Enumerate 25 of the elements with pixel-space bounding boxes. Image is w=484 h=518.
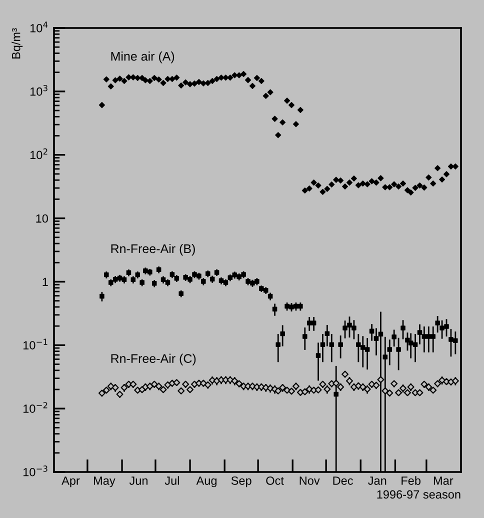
y-tick-label: 10$^{2}$ — [30, 148, 48, 160]
y-axis-title: Bq/m³ — [12, 28, 23, 59]
series-label: Rn-Free-Air (C) — [111, 354, 196, 366]
x-tick-label: Jan — [368, 476, 386, 485]
series-label: Rn-Free-Air (B) — [111, 244, 195, 256]
x-tick-label: Nov — [300, 476, 320, 485]
x-axis-title: 1996-97 season — [377, 490, 460, 499]
x-tick-label: Apr — [62, 476, 80, 488]
x-tick-label: Feb — [402, 476, 420, 485]
x-tick-label: May — [94, 476, 116, 488]
x-tick-label: Aug — [196, 476, 217, 488]
x-tick-label: Mar — [434, 476, 454, 485]
x-tick-label: Jul — [164, 476, 179, 485]
y-tick-label: 10 — [36, 214, 48, 223]
y-tick-label: 10$^{3}$ — [30, 84, 48, 96]
y-tick-label: 10$^{−1}$ — [23, 338, 48, 350]
x-tick-label: Sep — [231, 476, 252, 488]
x-tick-label: Oct — [266, 476, 284, 485]
y-tick-label: 10$^{−3}$ — [23, 466, 48, 476]
x-tick-label: Jun — [129, 476, 148, 485]
x-tick-label: Dec — [333, 476, 353, 485]
y-tick-label: 10$^{−2}$ — [23, 402, 48, 413]
y-tick-label: 10$^{4}$ — [30, 22, 48, 32]
y-tick-label: 1 — [42, 278, 48, 286]
series-label: Mine air (A) — [111, 52, 174, 64]
